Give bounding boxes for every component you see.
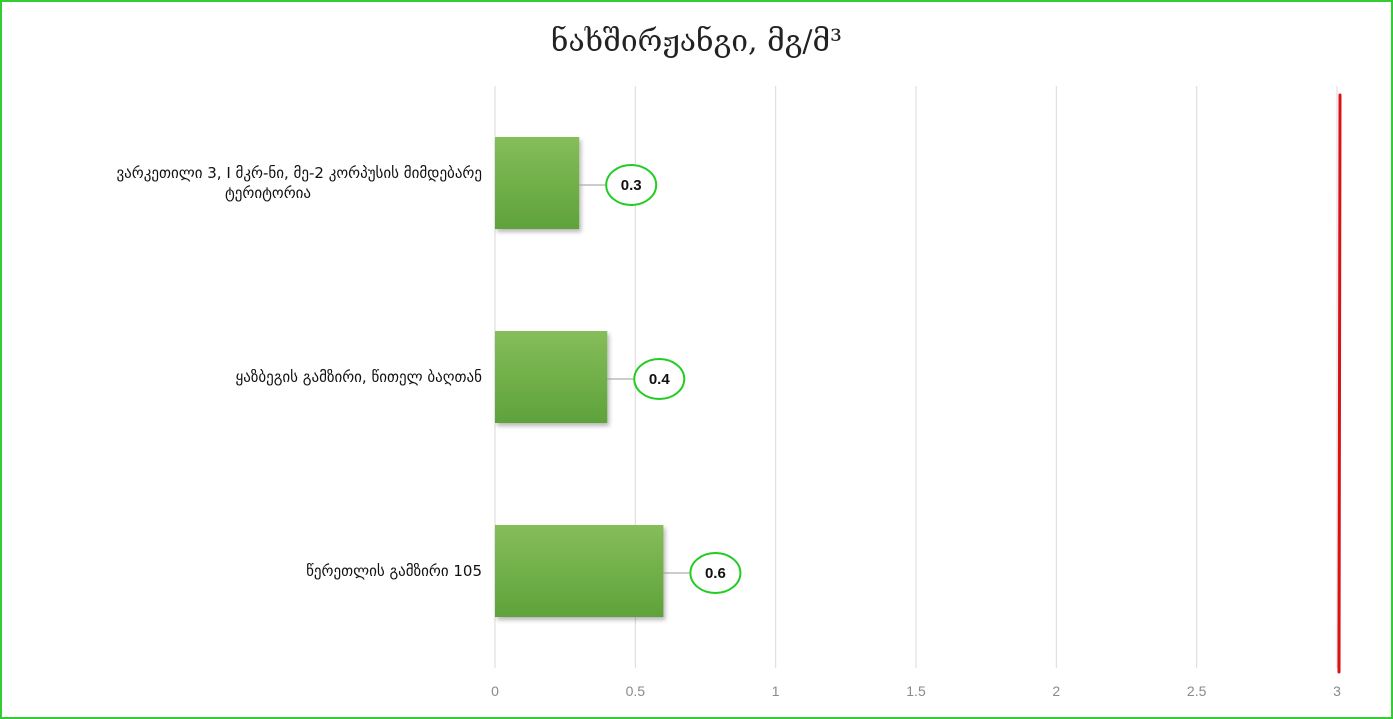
data-label: 0.6 [705, 565, 726, 582]
bar [495, 331, 608, 423]
data-label-bubble [633, 358, 686, 400]
category-label: ყაზბეგის გამზირი, წითელ ბაღთან [235, 368, 482, 386]
data-label: 0.4 [649, 371, 671, 388]
bar [495, 525, 664, 617]
x-tick-label: 0.5 [626, 683, 646, 699]
x-tick-label: 0 [491, 683, 499, 699]
x-tick-label: 1.5 [906, 683, 926, 699]
category-label: წერეთლის გამზირი 105 [306, 562, 482, 580]
x-tick-label: 1 [772, 683, 780, 699]
x-tick-label: 3 [1333, 683, 1341, 699]
bar [495, 137, 580, 229]
x-tick-label: 2.5 [1187, 683, 1207, 699]
chart-title: ნახშირჟანგი, მგ/მ³ [550, 24, 843, 59]
data-label: 0.3 [621, 177, 642, 194]
category-label: ტერიტორია [225, 184, 311, 202]
category-label: ვარკეთილი 3, I მკრ-ნი, მე-2 კორპუსის მიმ… [116, 164, 482, 182]
reference-line [1337, 93, 1342, 674]
data-label-bubble [605, 164, 658, 206]
data-label-bubble [689, 552, 742, 594]
x-tick-label: 2 [1052, 683, 1060, 699]
